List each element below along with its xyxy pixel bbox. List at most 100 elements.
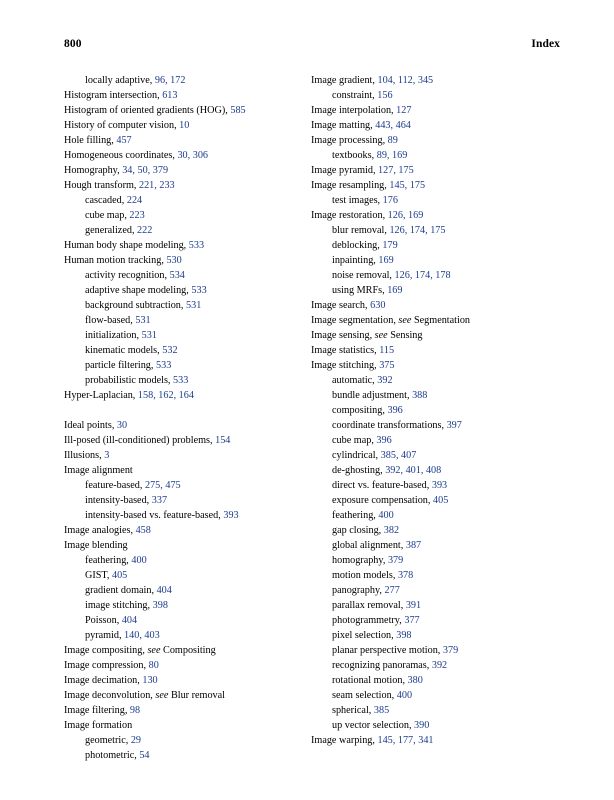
index-page-reference[interactable]: 396 <box>376 435 392 446</box>
index-page-reference[interactable]: 531 <box>186 300 202 311</box>
index-page-reference[interactable]: 458 <box>135 525 151 536</box>
index-entry-sub: coordinate transformations, 397 <box>311 418 558 433</box>
index-page-reference[interactable]: 126, 174, 178 <box>394 270 451 281</box>
index-page-reference[interactable]: 221, 233 <box>138 180 175 191</box>
index-page-reference[interactable]: 377 <box>404 615 420 626</box>
index-page-reference[interactable]: 54 <box>139 750 150 761</box>
page-folio: 800 <box>64 38 82 50</box>
index-page-reference[interactable]: 398 <box>396 630 412 641</box>
index-page-reference[interactable]: 34, 50, 379 <box>122 165 169 176</box>
index-entry-main: Image decimation, 130 <box>64 673 311 688</box>
index-page-reference[interactable]: 224 <box>126 195 143 206</box>
index-entry-term: History of computer vision, <box>64 120 177 131</box>
index-entry-sub: parallax removal, 391 <box>311 598 558 613</box>
index-page-reference[interactable]: 385 <box>373 705 390 716</box>
index-entry-term: Homography, <box>64 165 120 176</box>
index-entry-term: up vector selection, <box>332 720 412 731</box>
index-page-reference[interactable]: 443, 464 <box>375 120 411 131</box>
index-page-reference[interactable]: 388 <box>412 390 428 401</box>
index-see-target[interactable]: Segmentation <box>413 315 471 326</box>
index-page-reference[interactable]: 392, 401, 408 <box>385 465 442 476</box>
index-page-reference[interactable]: 96, 172 <box>154 75 186 86</box>
index-page-reference[interactable]: 397 <box>446 420 462 431</box>
index-page-reference[interactable]: 275, 475 <box>144 480 181 491</box>
index-entry-sub: textbooks, 89, 169 <box>311 148 558 163</box>
index-entry-main: Image stitching, 375 <box>311 358 558 373</box>
index-page-reference[interactable]: 179 <box>382 240 398 251</box>
index-page-reference[interactable]: 375 <box>379 360 395 371</box>
index-page-reference[interactable]: 392 <box>431 660 448 671</box>
index-page-reference[interactable]: 89, 169 <box>376 150 408 161</box>
index-page-reference[interactable]: 379 <box>442 645 459 656</box>
index-page-reference[interactable]: 400 <box>396 690 413 701</box>
index-page-reference[interactable]: 404 <box>121 615 138 626</box>
index-page-reference[interactable]: 393 <box>223 510 239 521</box>
index-page-reference[interactable]: 396 <box>387 405 403 416</box>
index-page-reference[interactable]: 378 <box>397 570 414 581</box>
index-page-reference[interactable]: 400 <box>378 510 394 521</box>
index-page-reference[interactable]: 613 <box>162 90 178 101</box>
index-page-reference[interactable]: 533 <box>156 360 172 371</box>
index-page-reference[interactable]: 169 <box>378 255 394 266</box>
index-page-reference[interactable]: 382 <box>383 525 400 536</box>
index-page-reference[interactable]: 404 <box>156 585 172 596</box>
index-page-reference[interactable]: 115 <box>379 345 395 356</box>
index-page-reference[interactable]: 630 <box>370 300 386 311</box>
index-see-target[interactable]: Blur removal <box>170 690 225 701</box>
index-page-reference[interactable]: 80 <box>148 660 159 671</box>
index-page-reference[interactable]: 385, 407 <box>380 450 417 461</box>
index-page-reference[interactable]: 533 <box>188 240 205 251</box>
index-page-reference[interactable]: 533 <box>173 375 189 386</box>
index-page-reference[interactable]: 533 <box>191 285 207 296</box>
index-page-reference[interactable]: 405 <box>433 495 449 506</box>
index-page-reference[interactable]: 29 <box>130 735 142 746</box>
index-page-reference[interactable]: 30 <box>116 420 128 431</box>
index-page-reference[interactable]: 390 <box>414 720 430 731</box>
index-page-reference[interactable]: 89 <box>387 135 398 146</box>
index-page-reference[interactable]: 30, 306 <box>177 150 209 161</box>
index-page-reference[interactable]: 532 <box>162 345 178 356</box>
index-page-reference[interactable]: 98 <box>129 705 141 716</box>
index-page-reference[interactable]: 3 <box>104 450 110 461</box>
index-page-reference[interactable]: 158, 162, 164 <box>137 390 194 401</box>
index-page-reference[interactable]: 104, 112, 345 <box>377 75 434 86</box>
index-page-reference[interactable]: 585 <box>230 105 246 116</box>
index-entry-term: Image warping, <box>311 735 375 746</box>
index-see-target[interactable]: Sensing <box>390 330 423 341</box>
index-page-reference[interactable]: 145, 175 <box>389 180 426 191</box>
index-page-reference[interactable]: 140, 403 <box>124 630 160 641</box>
index-page-reference[interactable]: 405 <box>111 570 128 581</box>
index-page-reference[interactable]: 400 <box>131 555 147 566</box>
index-page-reference[interactable]: 145, 177, 341 <box>377 735 434 746</box>
index-page-reference[interactable]: 392 <box>377 375 393 386</box>
index-page-reference[interactable]: 391 <box>405 600 422 611</box>
index-page-reference[interactable]: 457 <box>116 135 132 146</box>
index-page-reference[interactable]: 530 <box>166 255 182 266</box>
index-page-reference[interactable]: 534 <box>169 270 185 281</box>
index-page-reference[interactable]: 222 <box>137 225 153 236</box>
index-page-reference[interactable]: 127 <box>396 105 412 116</box>
index-page-reference[interactable]: 10 <box>179 120 190 131</box>
index-page-reference[interactable]: 531 <box>135 315 151 326</box>
index-page-reference[interactable]: 126, 174, 175 <box>389 225 446 236</box>
index-page-reference[interactable]: 380 <box>407 675 423 686</box>
index-page-reference[interactable]: 398 <box>152 600 168 611</box>
index-entry-main: Image interpolation, 127 <box>311 103 558 118</box>
index-page-reference[interactable]: 169 <box>387 285 403 296</box>
index-entry-sub: seam selection, 400 <box>311 688 558 703</box>
index-page-reference[interactable]: 387 <box>405 540 422 551</box>
index-page-reference[interactable]: 337 <box>151 495 168 506</box>
index-page-reference[interactable]: 176 <box>382 195 398 206</box>
index-page-reference[interactable]: 127, 175 <box>378 165 414 176</box>
index-page-reference[interactable]: 393 <box>431 480 448 491</box>
index-page-reference[interactable]: 126, 169 <box>387 210 424 221</box>
index-page-reference[interactable]: 223 <box>129 210 145 221</box>
index-page-reference[interactable]: 154 <box>215 435 231 446</box>
index-page-reference[interactable]: 130 <box>142 675 158 686</box>
index-page-reference[interactable]: 531 <box>141 330 157 341</box>
index-entry-term: adaptive shape modeling, <box>85 285 189 296</box>
index-page-reference[interactable]: 156 <box>377 90 393 101</box>
index-page-reference[interactable]: 277 <box>384 585 400 596</box>
index-page-reference[interactable]: 379 <box>387 555 404 566</box>
index-see-target[interactable]: Compositing <box>163 645 216 656</box>
